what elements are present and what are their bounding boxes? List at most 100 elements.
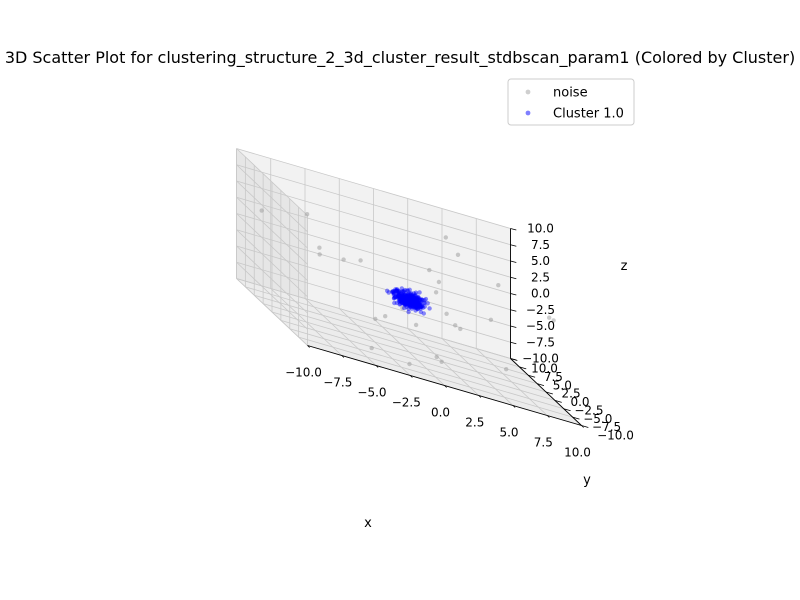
cluster-point bbox=[421, 311, 426, 316]
cluster-point bbox=[407, 300, 412, 305]
cluster-point bbox=[407, 287, 412, 292]
cluster-point bbox=[402, 287, 408, 293]
cluster-point bbox=[408, 302, 413, 308]
cluster-point bbox=[416, 301, 421, 306]
cluster-point bbox=[402, 300, 407, 305]
cluster-point bbox=[394, 300, 400, 306]
noise-point bbox=[407, 361, 412, 367]
noise-point bbox=[504, 367, 509, 372]
cluster-point bbox=[404, 297, 409, 302]
cluster-point bbox=[418, 309, 424, 315]
cluster-point bbox=[418, 306, 423, 311]
cluster-point bbox=[416, 295, 421, 300]
cluster-point bbox=[420, 297, 425, 303]
z-tick-label: −7.5 bbox=[526, 335, 555, 349]
cluster-point bbox=[405, 299, 411, 304]
cluster-point bbox=[402, 305, 407, 311]
cluster-point bbox=[413, 293, 418, 299]
cluster-point bbox=[402, 296, 407, 301]
cluster-point bbox=[413, 301, 419, 306]
cluster-point bbox=[414, 305, 419, 310]
y-tick-label: −10.0 bbox=[597, 429, 634, 443]
cluster-point bbox=[403, 295, 408, 300]
cluster-point bbox=[409, 294, 414, 300]
cluster-point bbox=[413, 298, 418, 303]
cluster-point bbox=[412, 301, 417, 306]
cluster-point bbox=[405, 288, 411, 293]
cluster-point bbox=[418, 303, 423, 308]
noise-point bbox=[427, 267, 432, 273]
cluster-point bbox=[399, 289, 405, 294]
cluster-point bbox=[415, 297, 421, 303]
cluster-point bbox=[396, 292, 401, 297]
noise-point bbox=[433, 290, 439, 295]
noise-point bbox=[453, 323, 458, 328]
noise-point bbox=[341, 257, 346, 262]
z-tick bbox=[510, 260, 517, 263]
noise-point bbox=[547, 315, 552, 320]
cluster-point bbox=[397, 289, 402, 294]
cluster-point bbox=[408, 294, 413, 300]
noise-point bbox=[259, 208, 264, 213]
cluster-point bbox=[410, 297, 415, 302]
cluster-point bbox=[412, 296, 417, 301]
cluster-point bbox=[402, 295, 407, 300]
cluster-point bbox=[400, 293, 406, 299]
cluster-point bbox=[406, 302, 412, 307]
z-tick-label: 7.5 bbox=[531, 238, 550, 252]
cluster-point bbox=[391, 290, 396, 295]
cluster-point bbox=[402, 299, 408, 305]
cluster-point bbox=[414, 302, 419, 308]
cluster-point bbox=[409, 293, 414, 298]
cluster-point bbox=[408, 295, 414, 300]
cluster-point bbox=[413, 301, 419, 307]
cluster-point bbox=[401, 296, 407, 301]
cluster-point bbox=[396, 299, 402, 304]
cluster-point bbox=[405, 300, 411, 306]
cluster-point bbox=[400, 295, 406, 300]
cluster-point bbox=[405, 298, 411, 304]
cluster-point bbox=[407, 302, 413, 307]
cluster-point bbox=[398, 295, 404, 301]
cluster-point bbox=[412, 298, 418, 303]
cluster-point bbox=[404, 297, 410, 303]
cluster-point bbox=[410, 294, 415, 300]
cluster-point bbox=[403, 296, 408, 301]
cluster-point bbox=[415, 302, 420, 307]
z-tick-label: 0.0 bbox=[531, 287, 550, 301]
noise-point bbox=[496, 283, 501, 288]
cluster-point bbox=[408, 302, 414, 307]
cluster-point bbox=[405, 302, 411, 307]
cluster-point bbox=[397, 295, 402, 301]
cluster-point bbox=[410, 294, 415, 300]
x-axis-label: x bbox=[364, 516, 372, 531]
cluster-point bbox=[402, 297, 408, 302]
cluster-point bbox=[396, 293, 401, 299]
z-tick-label: −5.0 bbox=[526, 319, 555, 333]
cluster-point bbox=[409, 295, 414, 300]
noise-point bbox=[444, 311, 449, 316]
cluster-point bbox=[413, 292, 418, 297]
cluster-point bbox=[401, 301, 407, 306]
legend: noise Cluster 1.0 bbox=[507, 78, 635, 126]
cluster-point bbox=[396, 293, 402, 298]
cluster-point bbox=[413, 304, 418, 309]
cluster-point bbox=[402, 300, 407, 306]
cluster-point bbox=[395, 293, 400, 298]
legend-marker bbox=[525, 110, 531, 116]
gridline bbox=[475, 348, 548, 416]
cluster-point bbox=[401, 295, 407, 300]
cluster-point bbox=[402, 297, 407, 302]
y-tick bbox=[572, 416, 580, 420]
cluster-point bbox=[396, 294, 402, 299]
z-tick bbox=[510, 293, 517, 296]
cluster-point bbox=[407, 301, 413, 306]
cluster-point bbox=[417, 297, 422, 302]
cluster-point bbox=[402, 297, 407, 302]
gridline bbox=[236, 196, 511, 278]
x-tick bbox=[307, 345, 310, 348]
cluster-point bbox=[415, 306, 420, 312]
cluster-point bbox=[397, 302, 402, 307]
cluster-point bbox=[404, 294, 409, 299]
